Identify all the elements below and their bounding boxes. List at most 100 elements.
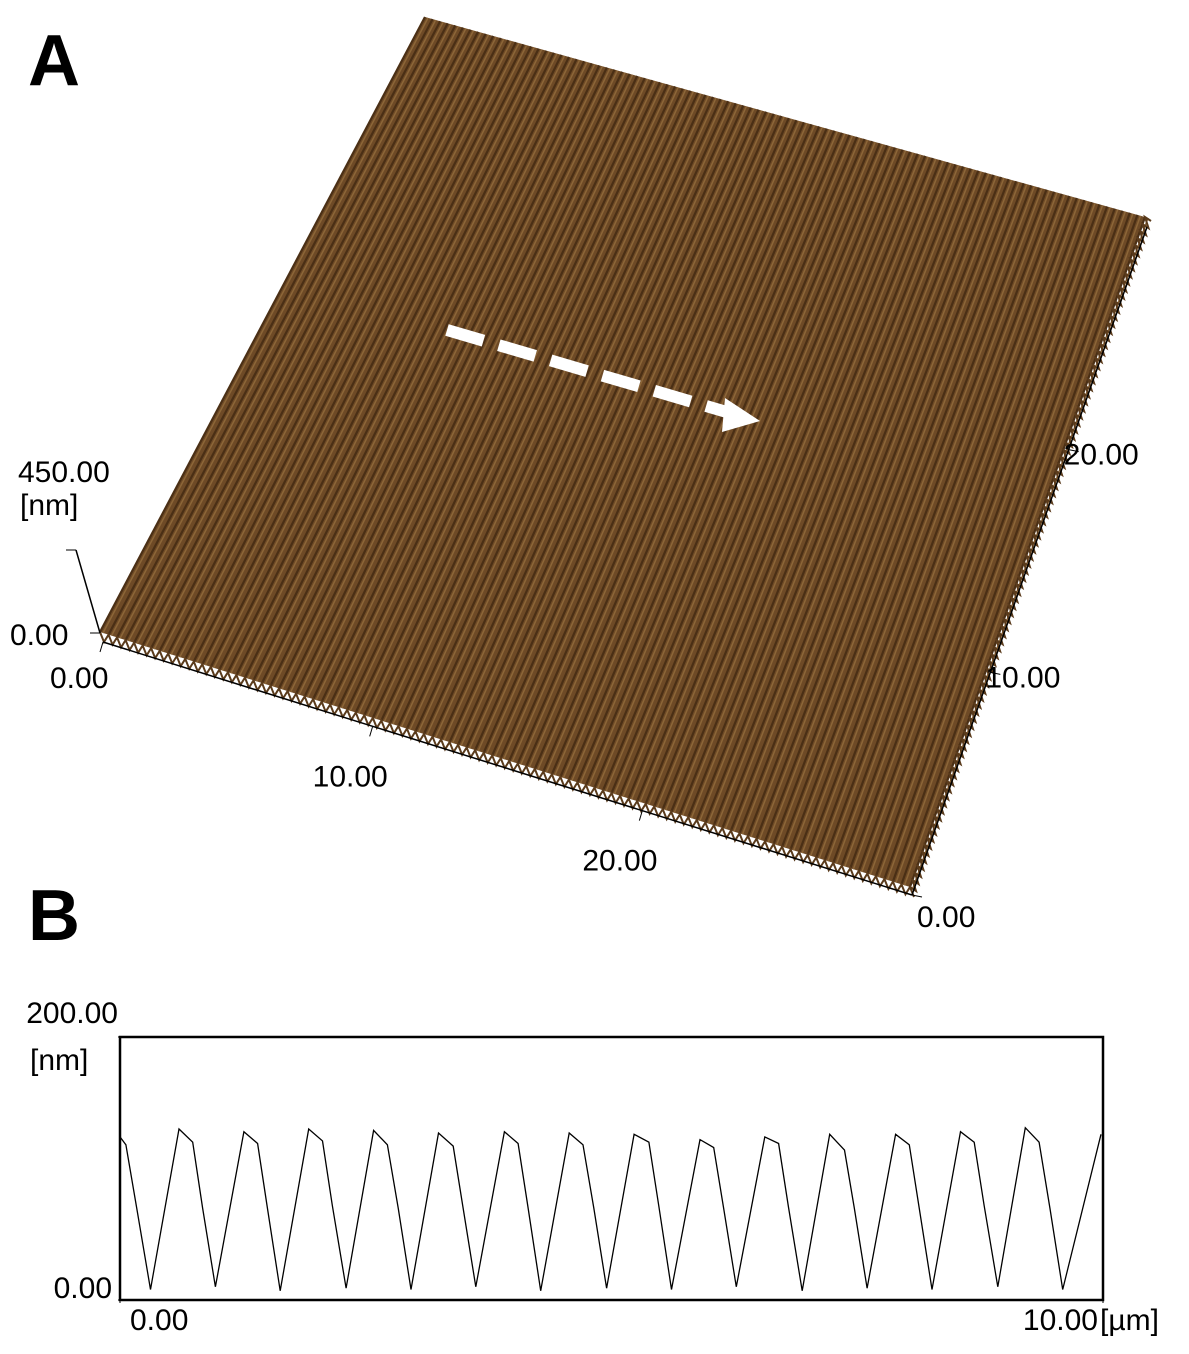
ridge-highlight xyxy=(861,205,1104,873)
ridge-highlight xyxy=(162,32,482,653)
ridge xyxy=(474,109,760,751)
ridge-highlight xyxy=(724,171,982,830)
ridge xyxy=(627,147,896,799)
ridge xyxy=(320,71,624,703)
ridge-highlight xyxy=(144,28,467,647)
ridge-highlight xyxy=(665,156,929,811)
ridge-highlight xyxy=(622,146,892,798)
x-tick xyxy=(369,726,374,737)
ridge xyxy=(695,163,957,821)
x-tick-label: 10.00 xyxy=(1023,1304,1098,1337)
ridge xyxy=(150,29,472,649)
ridge xyxy=(209,43,525,668)
ridge-highlight xyxy=(511,118,793,763)
surface xyxy=(99,16,1152,898)
z-axis xyxy=(75,549,101,634)
ridge xyxy=(678,159,942,815)
ridge-highlight xyxy=(230,49,543,674)
ridge-highlight xyxy=(281,61,588,690)
ridge xyxy=(883,210,1124,880)
ridge xyxy=(158,31,480,652)
ridge xyxy=(653,153,919,807)
ridge xyxy=(192,39,510,663)
ridge xyxy=(243,52,555,679)
ridge xyxy=(286,62,593,692)
ridge-highlight xyxy=(247,53,558,679)
ridge xyxy=(729,172,987,832)
ridge xyxy=(508,117,790,762)
ridge-highlight xyxy=(520,120,801,765)
ridge-highlight xyxy=(775,184,1028,846)
ridge xyxy=(542,126,821,773)
x-tick-label: 20.00 xyxy=(582,845,657,878)
ridge xyxy=(167,33,487,654)
ridge xyxy=(414,94,707,732)
ridge-highlight xyxy=(699,165,960,822)
ridge-highlight xyxy=(119,21,444,639)
ridge xyxy=(303,67,608,697)
ridge-highlight xyxy=(579,135,854,784)
ridge-highlight xyxy=(485,112,770,755)
ridge-highlight xyxy=(102,17,429,634)
ridge xyxy=(550,128,828,775)
ridge xyxy=(295,64,601,695)
ridge xyxy=(721,170,980,829)
x-axis-label: [µm] xyxy=(1100,1304,1159,1337)
ridge xyxy=(380,86,677,722)
ridge-highlight xyxy=(716,169,975,827)
ridge xyxy=(422,96,715,735)
ridge-highlight xyxy=(383,87,679,722)
ridge xyxy=(516,119,798,764)
y-tick xyxy=(1068,449,1079,453)
ridge xyxy=(576,134,851,783)
ridge xyxy=(593,138,866,789)
x-tick xyxy=(99,641,104,653)
ridge-highlight xyxy=(801,190,1051,854)
scan-arrow xyxy=(445,324,760,432)
ridge-highlight xyxy=(733,173,990,832)
ridge-highlight xyxy=(809,192,1058,857)
ridge-highlight xyxy=(409,93,702,730)
ridge-highlight xyxy=(434,99,725,738)
ridge xyxy=(755,178,1010,840)
profile-line xyxy=(119,1126,1102,1291)
ridge-highlight xyxy=(315,70,619,701)
ridge-highlight xyxy=(341,76,641,709)
ridge xyxy=(900,214,1139,885)
ridge xyxy=(738,174,995,834)
ridge xyxy=(491,113,775,756)
ridge xyxy=(107,18,434,636)
ridge-highlight xyxy=(443,101,732,741)
ridge-highlight xyxy=(213,45,528,669)
y-tick xyxy=(911,894,923,898)
ridge-highlight xyxy=(613,144,884,795)
ridge xyxy=(363,81,661,716)
arrow-head xyxy=(722,398,760,432)
ridge xyxy=(832,197,1078,864)
ridge-highlight xyxy=(110,19,437,637)
surface-top xyxy=(100,17,1145,887)
ridge xyxy=(772,182,1025,845)
ridge xyxy=(815,193,1063,858)
ridge xyxy=(235,50,548,676)
ridge-highlight xyxy=(349,78,649,712)
panel-label: B xyxy=(28,876,80,956)
ridge-highlight xyxy=(179,36,497,658)
ridge xyxy=(448,102,737,743)
ridge xyxy=(337,75,639,708)
ridge-highlight xyxy=(844,200,1089,867)
ridge xyxy=(218,45,533,671)
z-tick-label: 0.00 xyxy=(10,619,68,652)
ridge xyxy=(687,161,949,818)
ridge xyxy=(261,56,570,684)
ridge-highlight xyxy=(477,110,763,752)
ridge xyxy=(482,111,768,754)
y-tick-label: 0.00 xyxy=(917,901,975,934)
ridge-highlight xyxy=(639,150,907,803)
ridge xyxy=(670,157,934,813)
ridge-highlight xyxy=(306,68,611,698)
ridge-highlight xyxy=(903,215,1142,886)
x-tick xyxy=(638,810,643,821)
ridge-highlight xyxy=(792,188,1043,851)
